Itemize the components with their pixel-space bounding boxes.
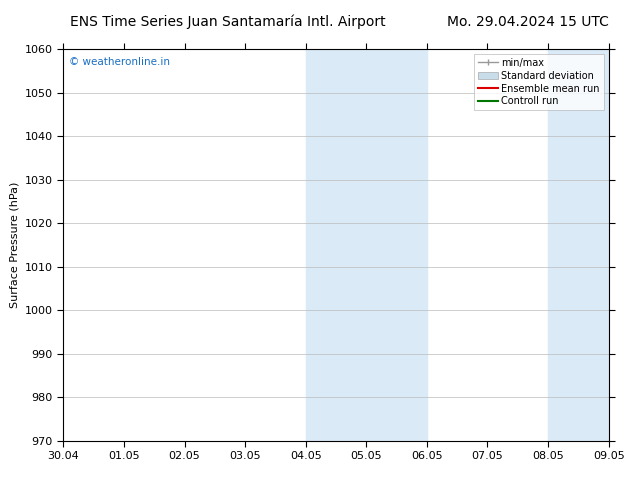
Bar: [548, 49, 609, 441]
Legend: min/max, Standard deviation, Ensemble mean run, Controll run: min/max, Standard deviation, Ensemble me…: [474, 54, 604, 110]
Text: ENS Time Series Juan Santamaría Intl. Airport: ENS Time Series Juan Santamaría Intl. Ai…: [70, 15, 385, 29]
Text: © weatheronline.in: © weatheronline.in: [69, 57, 170, 67]
Bar: [306, 49, 427, 441]
Y-axis label: Surface Pressure (hPa): Surface Pressure (hPa): [10, 182, 19, 308]
Text: Mo. 29.04.2024 15 UTC: Mo. 29.04.2024 15 UTC: [447, 15, 609, 29]
Title: ENS Time Series Juan Santamaría Intl. Airport        Mo. 29.04.2024 15 UTC: ENS Time Series Juan Santamaría Intl. Ai…: [0, 489, 1, 490]
